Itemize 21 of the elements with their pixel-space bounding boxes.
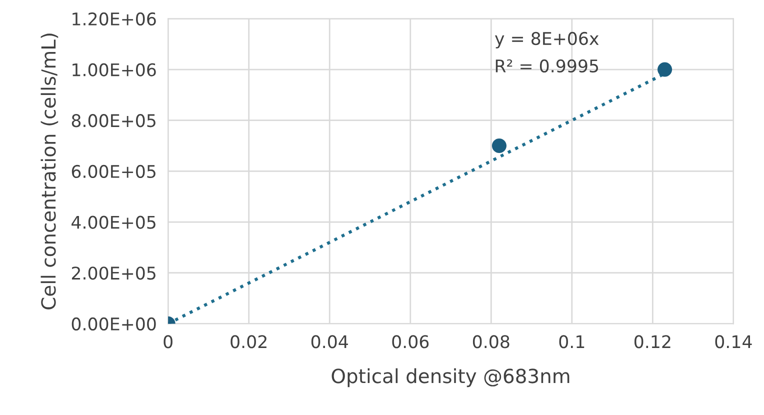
x-tick-label: 0 <box>164 335 172 348</box>
y-tick-label: 6.00E+05 <box>72 164 156 178</box>
y-axis-title: Cell concentration (cells/mL) <box>40 34 58 310</box>
x-tick-label: 0.08 <box>472 335 510 348</box>
x-axis-title: Optical density @683nm <box>332 368 570 388</box>
x-tick-label: 0.14 <box>715 335 752 348</box>
y-tick-label: 8.00E+05 <box>72 114 156 128</box>
y-tick-label: 1.20E+06 <box>72 12 156 26</box>
x-tick-label: 0.04 <box>311 335 348 348</box>
y-tick-label: 1.00E+06 <box>72 63 156 76</box>
x-tick-label: 0.06 <box>392 335 429 348</box>
point <box>658 62 672 77</box>
x-tick-label: 0.02 <box>230 335 266 348</box>
y-tick-label: 2.00E+05 <box>72 266 156 280</box>
annotation: R² = 0.9995 <box>496 59 598 73</box>
x-tick-label: 0.1 <box>559 335 584 348</box>
y-tick-label: 4.00E+05 <box>72 216 156 229</box>
point <box>492 138 507 154</box>
y-tick-label: 0.00E+00 <box>72 317 156 331</box>
annotation: y = 8E+06x <box>494 32 599 48</box>
x-tick-label: 0.12 <box>634 335 670 348</box>
